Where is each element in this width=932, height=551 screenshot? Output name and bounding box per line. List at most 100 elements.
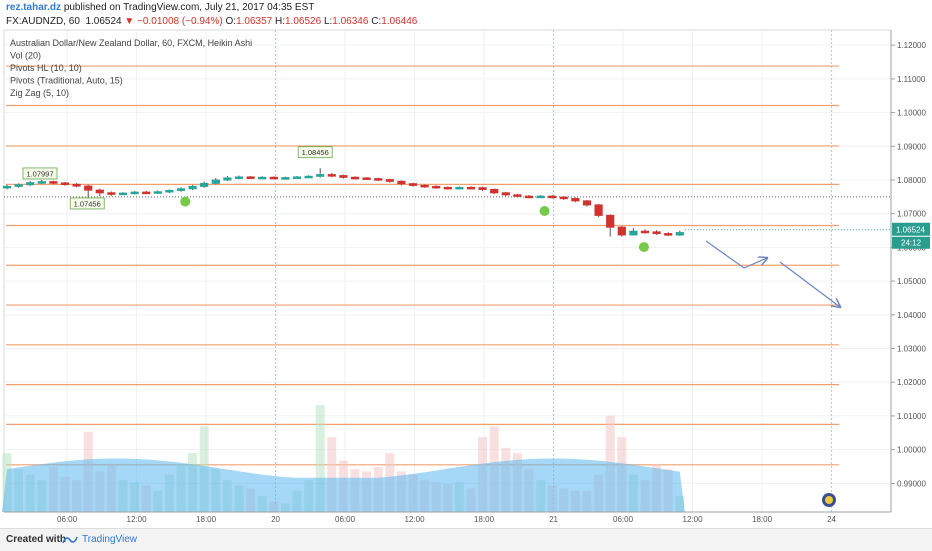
open-value: 1.06357 bbox=[236, 16, 273, 27]
candle-body bbox=[617, 226, 626, 236]
candle-body bbox=[281, 177, 290, 180]
y-tick-label: 1.02000 bbox=[897, 378, 926, 387]
author-link[interactable]: rez.tahar.dz bbox=[6, 2, 62, 13]
pivot-hl-label: 1.07456 bbox=[74, 199, 101, 208]
candlesticks bbox=[2, 168, 891, 237]
candle-body bbox=[443, 186, 452, 190]
price-label-box bbox=[892, 222, 930, 236]
legend-entry: Zig Zag (5, 10) bbox=[10, 88, 69, 98]
x-tick-label: 06:00 bbox=[335, 515, 356, 524]
zigzag-dot bbox=[638, 242, 649, 253]
pivot-hl-box bbox=[22, 167, 58, 180]
publish-info: published on TradingView.com, July 21, 2… bbox=[63, 2, 315, 13]
candle-body bbox=[60, 182, 70, 186]
candle-body bbox=[548, 195, 557, 199]
candle-body bbox=[176, 188, 186, 191]
projection-arrow bbox=[779, 261, 840, 307]
candle-body bbox=[408, 183, 418, 186]
x-tick-label: 18:00 bbox=[474, 515, 495, 524]
candle-body bbox=[385, 179, 394, 182]
legend-entry: Pivots HL (10, 10) bbox=[10, 63, 82, 73]
volume-ma-area bbox=[2, 458, 685, 512]
symbol-label: FX:AUDNZD, 60 bbox=[6, 16, 80, 27]
grid bbox=[3, 29, 892, 513]
change-value: −0.01008 (−0.94%) bbox=[137, 16, 223, 27]
candle-body bbox=[188, 185, 197, 190]
candle-body bbox=[316, 174, 325, 177]
volume-bar bbox=[315, 405, 325, 512]
y-tick-label: 1.08000 bbox=[897, 176, 926, 185]
candle-body bbox=[304, 175, 313, 179]
projection-arrows bbox=[705, 240, 840, 307]
y-tick-label: 0.99000 bbox=[897, 479, 926, 488]
candle-body bbox=[478, 187, 487, 190]
candle-body bbox=[640, 230, 650, 234]
candle-body bbox=[84, 185, 93, 191]
candle-body bbox=[234, 176, 244, 179]
ohlc-header: FX:AUDNZD, 60 1.06524 ▼ −0.01008 (−0.94%… bbox=[6, 16, 418, 27]
candle-body bbox=[675, 232, 684, 236]
legend-entry: Australian Dollar/New Zealand Dollar, 60… bbox=[10, 38, 252, 48]
candle-body bbox=[327, 174, 336, 177]
candle-body bbox=[606, 214, 615, 228]
close-value: 1.06446 bbox=[381, 16, 418, 27]
y-tick-label: 1.04000 bbox=[897, 311, 926, 320]
x-tick-label: 12:00 bbox=[683, 515, 704, 524]
plot-area bbox=[3, 29, 892, 513]
x-tick-label: 24 bbox=[827, 515, 836, 524]
projection-arrow bbox=[705, 240, 767, 269]
candle-body bbox=[559, 196, 568, 200]
candle-body bbox=[339, 175, 348, 178]
candle-body bbox=[362, 177, 371, 180]
price-label: 1.06524 bbox=[896, 226, 925, 235]
candle-body bbox=[26, 182, 35, 186]
timer-label: 24:12 bbox=[901, 239, 922, 248]
x-tick-label: 21 bbox=[549, 515, 558, 524]
last-price: 1.06524 bbox=[85, 16, 122, 27]
candle-body bbox=[72, 183, 81, 187]
tradingview-brand[interactable]: TradingView bbox=[82, 534, 138, 545]
candle-body bbox=[107, 192, 116, 195]
candle-body bbox=[49, 181, 58, 184]
candle-body bbox=[223, 177, 232, 181]
y-tick-label: 1.09000 bbox=[897, 142, 926, 151]
candle-body bbox=[582, 200, 592, 206]
y-tick-label: 1.07000 bbox=[897, 210, 926, 219]
high-value: 1.06526 bbox=[285, 16, 322, 27]
x-tick-label: 12:00 bbox=[405, 515, 426, 524]
pivot-hl-box bbox=[297, 146, 333, 159]
y-tick-label: 1.03000 bbox=[897, 345, 926, 354]
candle-body bbox=[14, 184, 23, 187]
candle-body bbox=[629, 230, 638, 236]
y-tick-label: 1.01000 bbox=[897, 412, 926, 421]
volume-bar bbox=[327, 437, 337, 512]
candle-body bbox=[524, 195, 534, 199]
zigzag-markers: 1.07997 1.07456 1.08456 bbox=[22, 146, 836, 507]
low-value: 1.06346 bbox=[332, 16, 369, 27]
candle-body bbox=[165, 189, 174, 193]
candle-body bbox=[2, 185, 12, 189]
y-tick-label: 1.05000 bbox=[897, 277, 926, 286]
candle-body bbox=[571, 198, 580, 202]
candle-body bbox=[420, 184, 429, 188]
legend-entry: Vol (20) bbox=[10, 51, 41, 61]
price-chart[interactable]: 1.07997 1.07456 1.08456 1.12000 1.11000 1.10… bbox=[0, 0, 932, 528]
indicator-legend: Australian Dollar/New Zealand Dollar, 60… bbox=[10, 38, 252, 98]
created-with-label: Created with bbox=[6, 534, 67, 545]
candle-body bbox=[153, 191, 162, 194]
volume-indicator bbox=[2, 405, 685, 512]
x-tick-label: 20 bbox=[271, 515, 280, 524]
y-tick-label: 1.12000 bbox=[897, 41, 926, 50]
candle-body bbox=[246, 176, 255, 179]
change-down-icon: ▼ bbox=[124, 16, 135, 27]
zigzag-dot bbox=[539, 206, 550, 217]
candle-body bbox=[292, 176, 302, 179]
x-tick-label: 18:00 bbox=[752, 515, 773, 524]
x-tick-label: 06:00 bbox=[613, 515, 634, 524]
pivot-hl-label: 1.07997 bbox=[26, 169, 53, 178]
candle-body bbox=[652, 231, 661, 235]
candle-body bbox=[455, 186, 464, 190]
candle-body bbox=[490, 188, 499, 194]
zigzag-dot bbox=[180, 196, 191, 207]
candle-body bbox=[211, 179, 220, 184]
